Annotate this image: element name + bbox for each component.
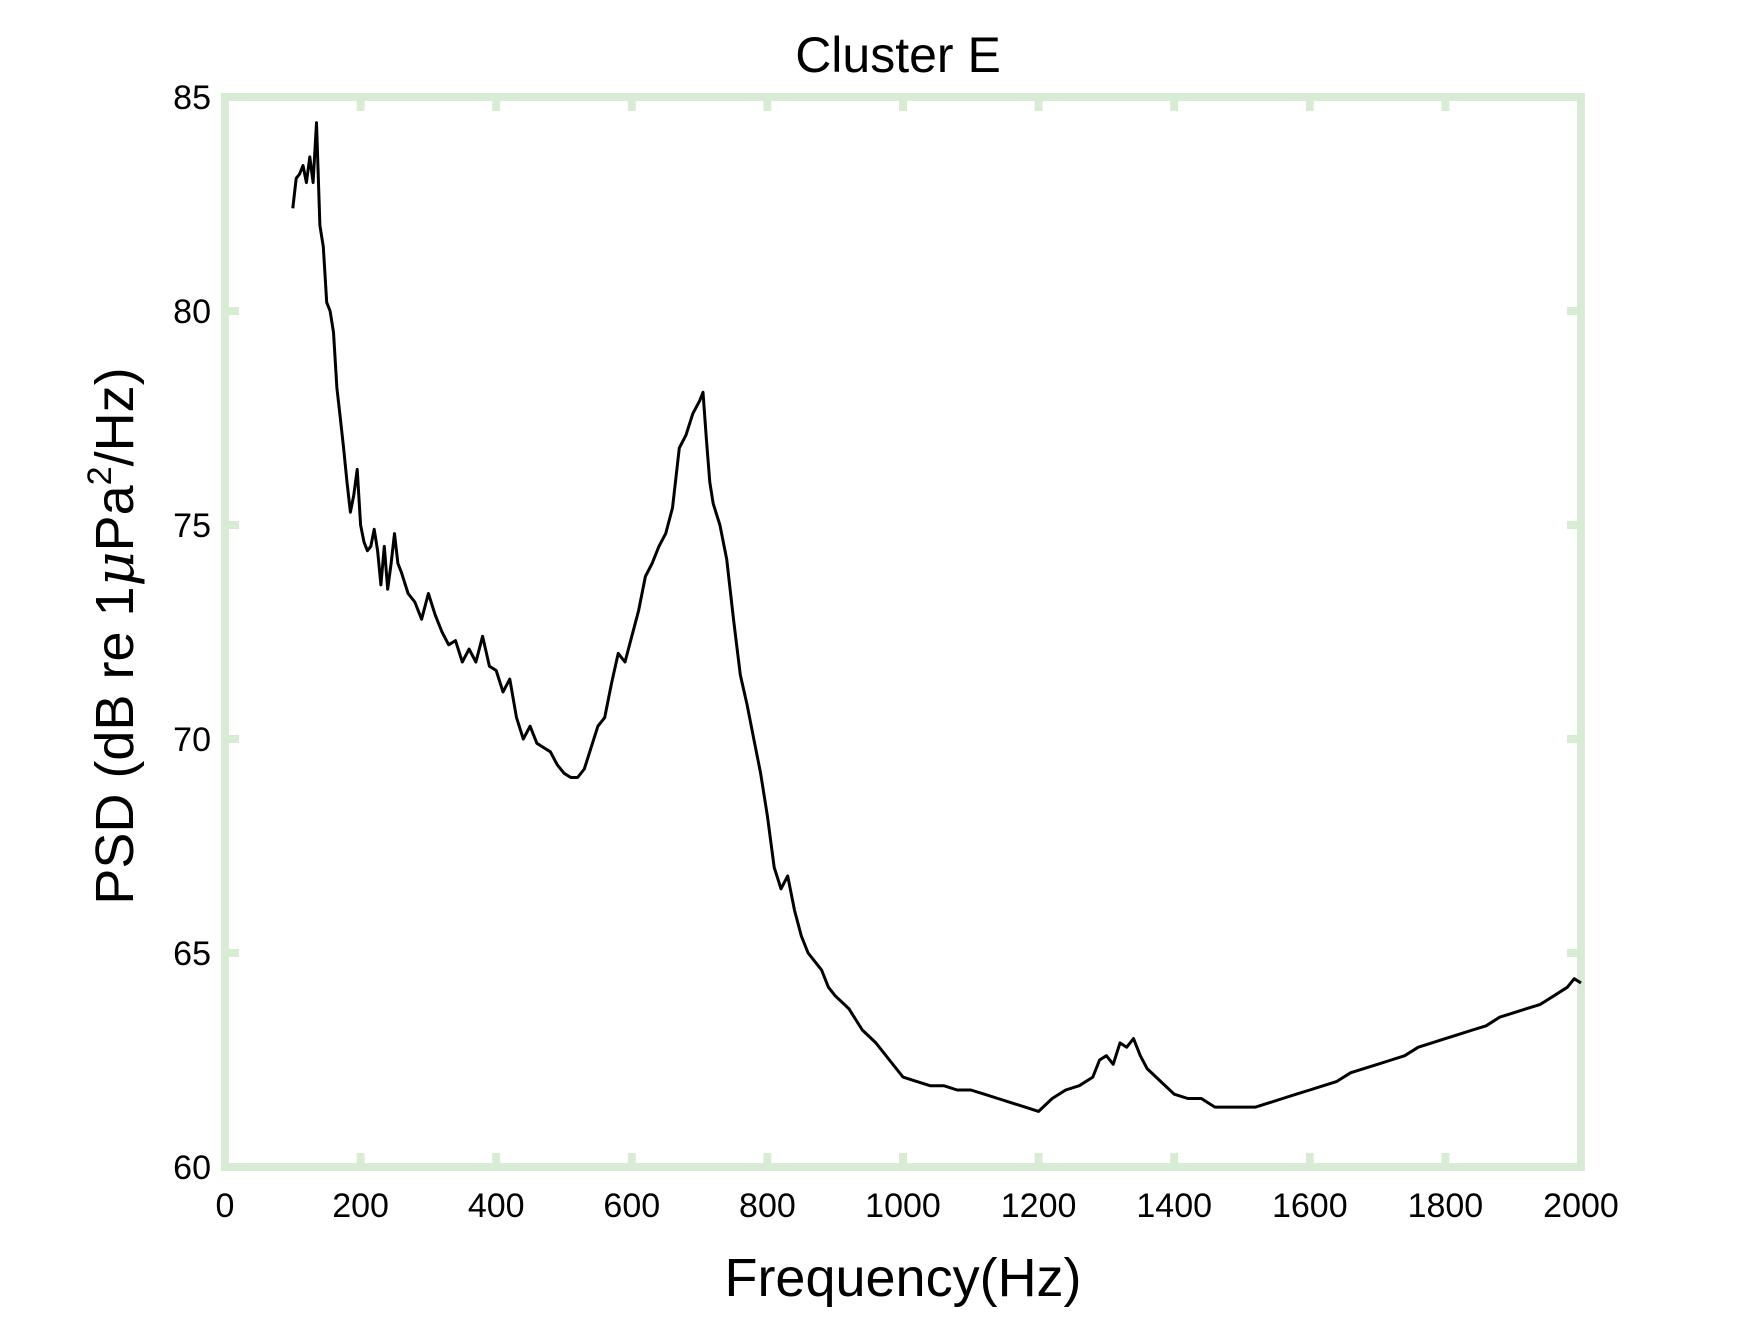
series-line [291,121,1582,1113]
x-tick-label: 2000 [1543,1187,1619,1225]
tick-marks [221,93,1585,1171]
y-tick-labels: 60 65 70 75 80 85 [173,79,211,1187]
x-tick-label: 400 [468,1187,525,1225]
y-tick-label: 80 [173,293,211,331]
x-tick-label: 1200 [1001,1187,1077,1225]
x-tick-labels: 0 200 400 600 800 1000 1200 1400 1600 1800 2000 [216,1187,1619,1225]
y-label-prefix: PSD (dB re 1 [85,586,145,904]
y-tick-label: 70 [173,721,211,759]
y-label-suffix: /Hz) [85,367,145,466]
y-label-mu: μ [83,551,146,586]
x-tick-label: 200 [332,1187,389,1225]
x-tick-label: 1400 [1136,1187,1212,1225]
x-tick-label: 1000 [865,1187,941,1225]
x-tick-label: 600 [603,1187,660,1225]
x-axis-label: Frequency(Hz) [724,1248,1081,1308]
y-tick-label: 85 [173,79,211,117]
x-tick-label: 1800 [1408,1187,1484,1225]
chart-title: Cluster E [795,27,1001,83]
x-tick-label: 800 [739,1187,796,1225]
y-label-unit: Pa [85,484,145,551]
plot-area [221,93,1585,1171]
x-tick-label: 0 [216,1187,235,1225]
axes-frame [221,93,1585,1171]
y-axis-label: PSD (dB re 1μPa2/Hz) [81,367,146,904]
y-tick-label: 75 [173,507,211,545]
y-tick-label: 60 [173,1149,211,1187]
y-label-sup: 2 [81,466,119,485]
x-tick-label: 1600 [1272,1187,1348,1225]
y-tick-label: 65 [173,935,211,973]
